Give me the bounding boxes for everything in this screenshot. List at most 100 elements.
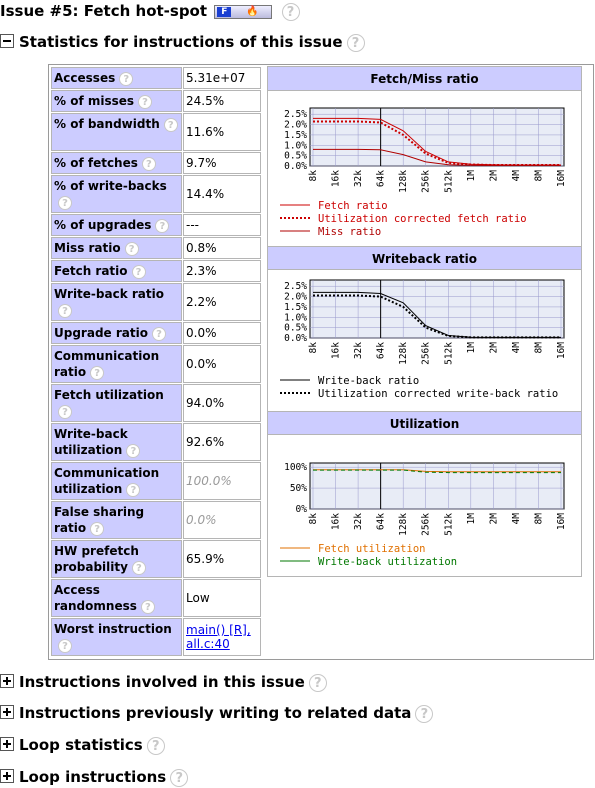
x-tick-label: 2M xyxy=(488,170,499,182)
help-icon[interactable]: ? xyxy=(281,2,300,21)
help-icon[interactable]: ? xyxy=(119,71,134,86)
help-icon[interactable]: ? xyxy=(151,326,166,341)
legend-label: Write-back utilization xyxy=(318,556,457,568)
stat-label: % of upgrades? xyxy=(51,214,182,236)
stat-row: % of write-backs? 14.4% xyxy=(51,175,261,213)
y-tick-label: 0.5% xyxy=(284,323,307,334)
x-tick-label: 512k xyxy=(443,170,454,193)
stat-label: Upgrade ratio? xyxy=(51,322,182,344)
stat-label-text: Communication utilization xyxy=(54,466,160,496)
stat-label-text: Communication ratio xyxy=(54,349,160,379)
stat-label-text: % of misses xyxy=(54,94,135,108)
series-line xyxy=(313,294,561,339)
x-tick-label: 16M xyxy=(556,170,567,187)
x-tick-label: 512k xyxy=(443,513,454,536)
help-icon[interactable]: ? xyxy=(124,241,139,256)
help-icon[interactable]: ? xyxy=(126,482,141,497)
x-tick-label: 16k xyxy=(331,170,342,187)
y-tick-label: 0% xyxy=(296,504,308,515)
stat-value: 2.3% xyxy=(183,260,261,282)
y-tick-label: 50% xyxy=(290,483,307,494)
help-icon[interactable]: ? xyxy=(155,218,170,233)
help-icon[interactable]: ? xyxy=(58,195,72,210)
issue-title: Issue #5: Fetch hot-spot F 🔥 ? xyxy=(0,2,300,21)
section-loop-stats-title: Loop statistics xyxy=(19,736,143,754)
expand-icon[interactable] xyxy=(0,769,14,783)
stat-label-text: Accesses xyxy=(54,71,116,85)
help-icon[interactable]: ? xyxy=(170,768,189,787)
fetch-badge-icon: F xyxy=(217,6,232,17)
x-tick-label: 1M xyxy=(466,513,477,525)
expand-icon[interactable] xyxy=(0,705,14,719)
stat-label: Fetch utilization? xyxy=(51,384,182,422)
stat-label: HW prefetch probability? xyxy=(51,540,182,578)
x-tick-label: 16M xyxy=(556,513,567,530)
stat-label-text: False sharing ratio xyxy=(54,505,145,535)
help-icon[interactable]: ? xyxy=(163,117,178,132)
x-tick-label: 4M xyxy=(511,342,522,354)
help-icon[interactable]: ? xyxy=(138,94,153,109)
section-statistics[interactable]: Statistics for instructions of this issu… xyxy=(0,33,365,52)
legend-label: Miss ratio xyxy=(318,226,381,238)
stat-label-text: % of fetches xyxy=(54,156,138,170)
help-icon[interactable]: ? xyxy=(141,156,156,171)
stat-row: Accesses? 5.31e+07 xyxy=(51,67,261,89)
y-tick-label: 1.0% xyxy=(284,140,307,151)
stat-value: 0.0% xyxy=(183,345,261,383)
y-tick-label: 100% xyxy=(284,462,307,473)
help-icon[interactable]: ? xyxy=(346,33,365,52)
stat-value: 9.7% xyxy=(183,152,261,174)
stat-label: Fetch ratio? xyxy=(51,260,182,282)
help-icon[interactable]: ? xyxy=(131,264,146,279)
x-tick-label: 8M xyxy=(533,513,544,525)
x-tick-label: 512k xyxy=(443,342,454,365)
section-statistics-title: Statistics for instructions of this issu… xyxy=(19,33,343,51)
help-icon[interactable]: ? xyxy=(131,560,146,575)
stat-label-text: Write-back utilization xyxy=(54,427,128,457)
stat-label: Accesses? xyxy=(51,67,182,89)
x-tick-label: 8k xyxy=(308,513,319,525)
help-icon[interactable]: ? xyxy=(308,673,327,692)
stat-row: Fetch ratio? 2.3% xyxy=(51,260,261,282)
section-loop-instr[interactable]: Loop instructions? xyxy=(0,768,189,787)
stat-label: % of write-backs? xyxy=(51,175,182,213)
stat-label: Write-back utilization? xyxy=(51,423,182,461)
section-involved[interactable]: Instructions involved in this issue? xyxy=(0,673,327,692)
worst-instruction-link[interactable]: main() [R], all.c:40 xyxy=(186,623,251,651)
issue-type-badge[interactable]: F 🔥 xyxy=(214,4,273,19)
y-tick-label: 1.0% xyxy=(284,312,307,323)
help-icon[interactable]: ? xyxy=(146,736,165,755)
help-icon[interactable]: ? xyxy=(58,404,72,419)
x-tick-label: 128k xyxy=(398,513,409,536)
x-tick-label: 16k xyxy=(331,342,342,359)
stat-label-text: Miss ratio xyxy=(54,241,121,255)
series-line xyxy=(313,291,561,338)
help-icon[interactable]: ? xyxy=(126,443,141,458)
x-tick-label: 16k xyxy=(331,513,342,530)
x-tick-label: 4M xyxy=(511,513,522,525)
help-icon[interactable]: ? xyxy=(140,599,155,614)
expand-icon[interactable] xyxy=(0,737,14,751)
stat-row: Communication utilization? 100.0% xyxy=(51,462,261,500)
stat-label: Communication ratio? xyxy=(51,345,182,383)
help-icon[interactable]: ? xyxy=(58,638,72,653)
help-icon[interactable]: ? xyxy=(58,303,72,318)
stat-label: Communication utilization? xyxy=(51,462,182,500)
section-loop-stats[interactable]: Loop statistics? xyxy=(0,736,165,755)
help-icon[interactable]: ? xyxy=(415,704,434,723)
series-line xyxy=(313,469,561,474)
plot-area xyxy=(309,279,565,339)
help-icon[interactable]: ? xyxy=(90,365,105,380)
stat-row: Access randomness? Low xyxy=(51,579,261,617)
section-previous[interactable]: Instructions previously writing to relat… xyxy=(0,704,434,723)
stat-row: Upgrade ratio? 0.0% xyxy=(51,322,261,344)
stat-label-text: % of write-backs xyxy=(54,179,167,193)
stat-label-text: Access randomness xyxy=(54,583,137,613)
expand-icon[interactable] xyxy=(0,674,14,688)
stat-label-text: Upgrade ratio xyxy=(54,326,148,340)
stat-label: Write-back ratio? xyxy=(51,283,182,321)
help-icon[interactable]: ? xyxy=(90,521,105,536)
x-tick-label: 128k xyxy=(398,342,409,365)
collapse-icon[interactable] xyxy=(0,34,14,48)
stat-value: 5.31e+07 xyxy=(183,67,261,89)
